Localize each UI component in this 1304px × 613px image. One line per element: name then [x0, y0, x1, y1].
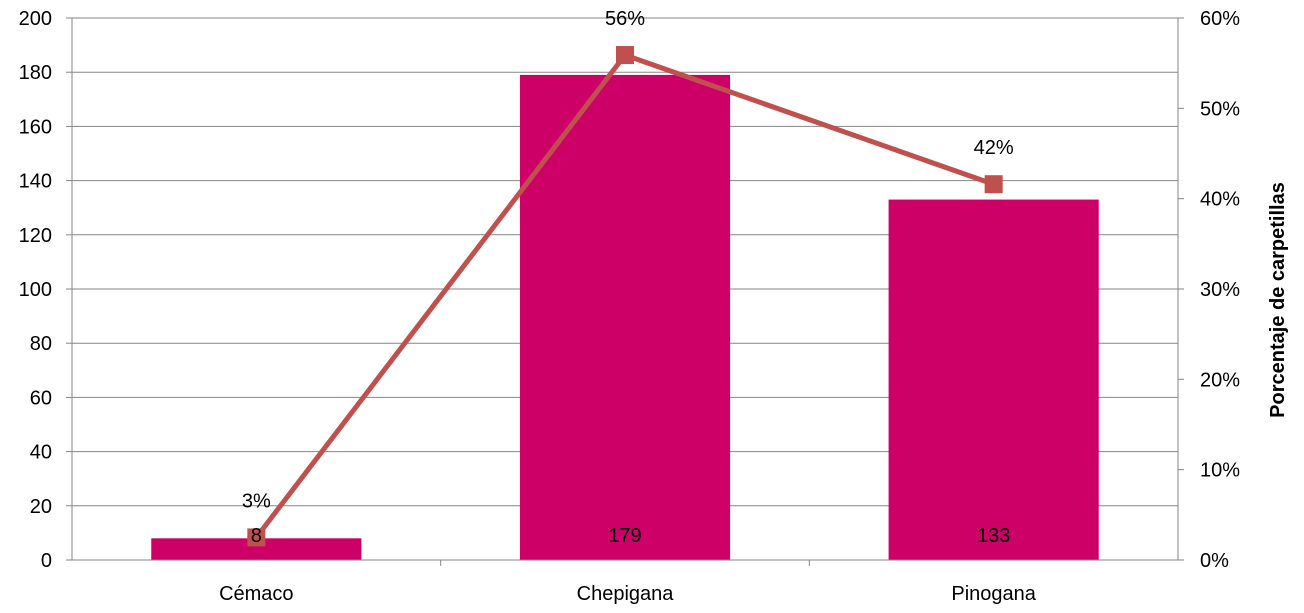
category-label: Pinogana: [951, 583, 1036, 605]
right-axis-tick-label: 10%: [1200, 460, 1240, 482]
axes: [66, 17, 1184, 566]
category-label: Chepigana: [577, 583, 675, 605]
bar-series: [151, 74, 1099, 560]
left-axis-tick-label: 140: [19, 171, 52, 193]
left-axis-tick-label: 80: [30, 333, 52, 355]
bar-data-label: 133: [977, 525, 1010, 547]
left-axis-tick-label: 160: [19, 116, 52, 138]
bar-data-label: 8: [251, 525, 262, 547]
right-axis-tick-label: 20%: [1200, 369, 1240, 391]
tick-labels: 0 20 40 60 80 100 120 140 160 180 200 0% 10% 20% 30% 40…: [19, 8, 1241, 605]
left-axis-tick-label: 200: [19, 8, 52, 30]
right-axis-title: Porcentaje de carpetillas: [1267, 182, 1289, 418]
line-data-label: 42%: [974, 137, 1014, 159]
left-axis-tick-label: 60: [30, 387, 52, 409]
line-marker: [616, 46, 634, 65]
bar: [519, 74, 731, 560]
line-marker: [247, 528, 266, 547]
left-axis-tick-label: 20: [30, 496, 52, 518]
right-axis-tick-label: 50%: [1200, 98, 1240, 120]
category-label: Cémaco: [219, 583, 293, 605]
left-axis-tick-label: 180: [19, 62, 52, 84]
left-axis-tick-label: 120: [19, 225, 52, 247]
bar-data-label: 179: [608, 525, 641, 547]
line-marker: [984, 175, 1003, 194]
right-axis-tick-label: 0%: [1200, 550, 1229, 572]
right-axis-tick-label: 60%: [1200, 8, 1240, 30]
bar: [888, 199, 1099, 560]
line-series: [247, 46, 1003, 547]
right-axis-tick-label: 40%: [1200, 189, 1240, 211]
bar: [151, 538, 362, 560]
left-axis-tick-label: 0: [41, 550, 52, 572]
right-axis-tick-label: 30%: [1200, 279, 1240, 301]
left-axis-tick-label: 40: [30, 442, 52, 464]
line-data-label: 56%: [605, 8, 645, 30]
line-data-label: 3%: [242, 490, 271, 512]
left-axis-tick-label: 100: [19, 279, 52, 301]
